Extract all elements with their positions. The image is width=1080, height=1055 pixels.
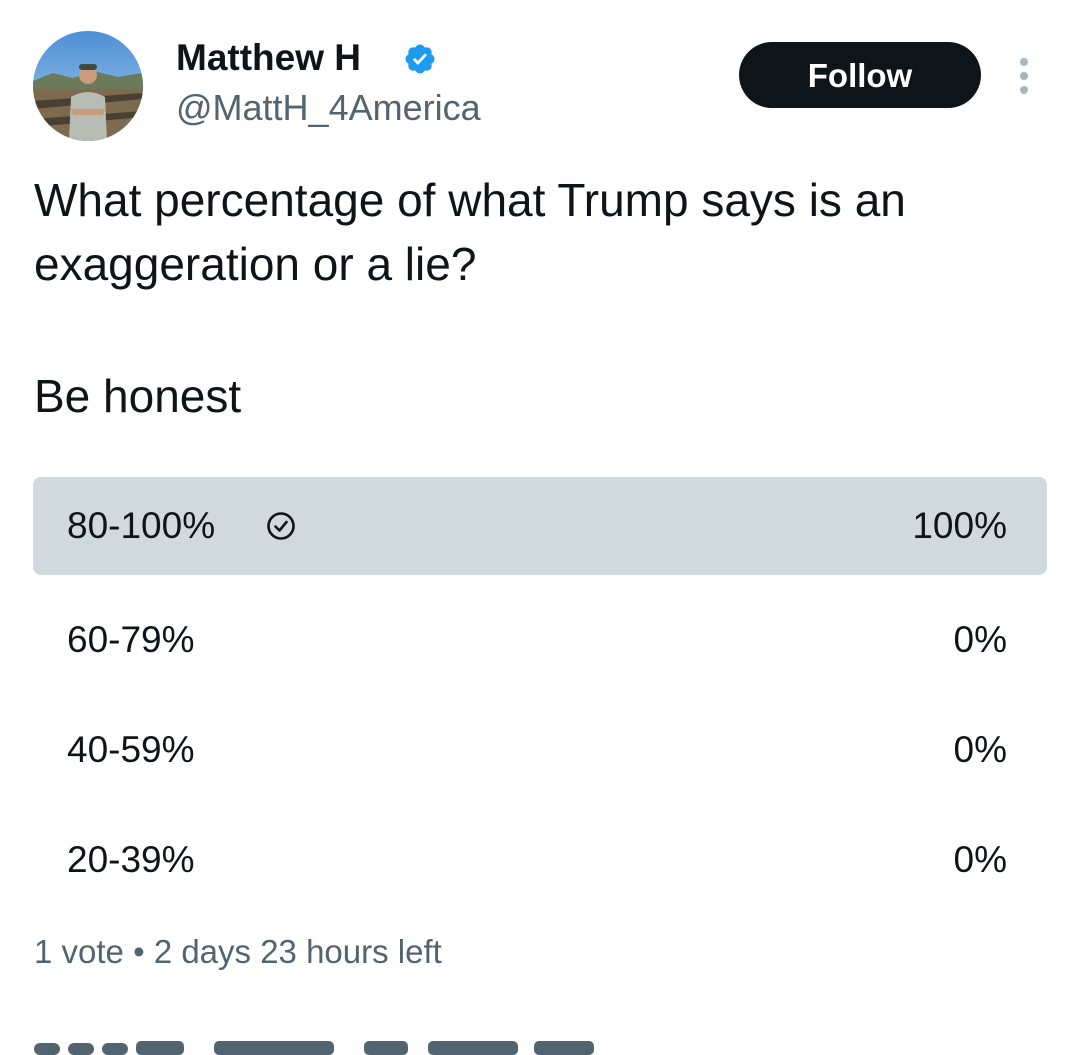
- voted-check-icon: [267, 512, 295, 540]
- tweet-text-secondary: Be honest: [34, 370, 242, 422]
- poll-option-percent: 0%: [953, 729, 1007, 770]
- verified-badge-icon: [405, 44, 435, 74]
- follow-button[interactable]: Follow: [739, 42, 981, 108]
- poll-option: 20-39% 0%: [33, 811, 1047, 909]
- poll-separator: •: [133, 933, 145, 970]
- poll-vote-count: 1 vote: [34, 933, 124, 970]
- poll-option: 60-79% 0%: [33, 591, 1047, 689]
- poll-option-label: 80-100%: [67, 505, 216, 546]
- user-handle[interactable]: @MattH_4America: [176, 87, 481, 128]
- poll-option-label: 20-39%: [67, 839, 195, 880]
- poll-bar: [33, 477, 1047, 575]
- display-name[interactable]: Matthew H: [176, 37, 361, 78]
- poll-option-percent: 0%: [953, 839, 1007, 880]
- tweet-text: What percentage of what Trump says is an…: [34, 174, 906, 290]
- poll-option-percent: 100%: [912, 505, 1007, 546]
- poll-option: 80-100% 100%: [33, 477, 1047, 575]
- poll-option: 40-59% 0%: [33, 701, 1047, 799]
- timestamp-line-cropped: [34, 1041, 594, 1055]
- more-vertical-icon[interactable]: [1010, 54, 1038, 98]
- poll-option-label: 60-79%: [67, 619, 195, 660]
- poll-option-label: 40-59%: [67, 729, 195, 770]
- poll-option-percent: 0%: [953, 619, 1007, 660]
- profile-photo-icon: [33, 31, 143, 141]
- poll-time-left: 2 days 23 hours left: [153, 933, 442, 970]
- poll-meta: 1 vote • 2 days 23 hours left: [34, 930, 442, 974]
- avatar[interactable]: [33, 31, 143, 141]
